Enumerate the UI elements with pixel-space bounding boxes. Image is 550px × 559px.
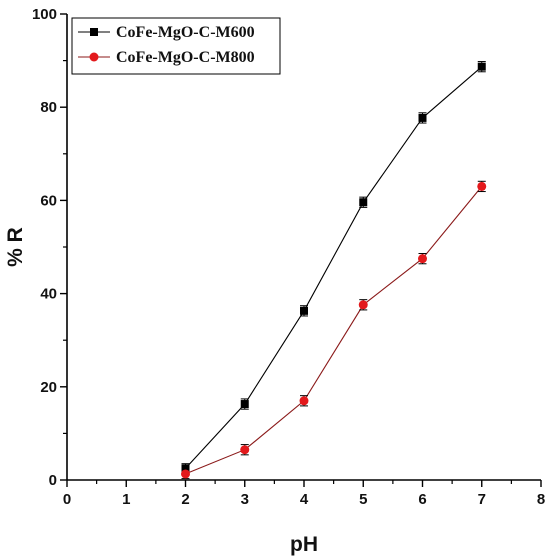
data-point-circle [477,181,487,191]
data-point-circle [299,396,309,406]
legend-label: CoFe-MgO-C-M600 [116,24,255,41]
data-point-square [300,306,308,315]
legend-label: CoFe-MgO-C-M800 [116,49,255,66]
data-point-square [477,62,486,71]
x-tick-label: 1 [122,491,130,508]
y-tick-label: 80 [40,99,57,116]
y-tick-label: 100 [32,6,57,23]
x-tick-label: 2 [181,491,189,508]
y-tick-label: 20 [40,379,57,396]
series-1 [181,61,486,474]
data-point-square [181,464,190,473]
x-tick-label: 5 [359,491,367,508]
y-tick-label: 0 [49,472,57,489]
legend-marker-circle [89,52,99,62]
data-point-circle [240,445,250,455]
legend: CoFe-MgO-C-M600 CoFe-MgO-C-M800 [71,17,281,75]
data-point-square [359,198,368,207]
x-tick-label: 0 [63,491,71,508]
y-tick-label: 40 [40,286,57,303]
x-tick-label: 4 [300,491,309,508]
legend-marker-square [90,28,98,36]
x-tick-label: 3 [241,491,249,508]
x-tick-label: 7 [478,491,486,508]
series-line [185,186,483,475]
data-point-circle [418,254,427,264]
series-line [185,66,483,469]
x-tick-label: 8 [537,491,545,508]
x-axis-title: pH [290,533,318,556]
data-point-square [240,400,249,409]
data-point-square [418,113,427,122]
x-tick-label: 6 [418,491,426,508]
data-point-circle [358,300,368,310]
legend-box [71,17,281,75]
data-point-circle [181,469,190,479]
y-axis-title: % R [4,227,27,267]
y-tick-label: 60 [40,192,57,209]
series-2 [181,180,487,480]
series-layer [181,61,487,480]
